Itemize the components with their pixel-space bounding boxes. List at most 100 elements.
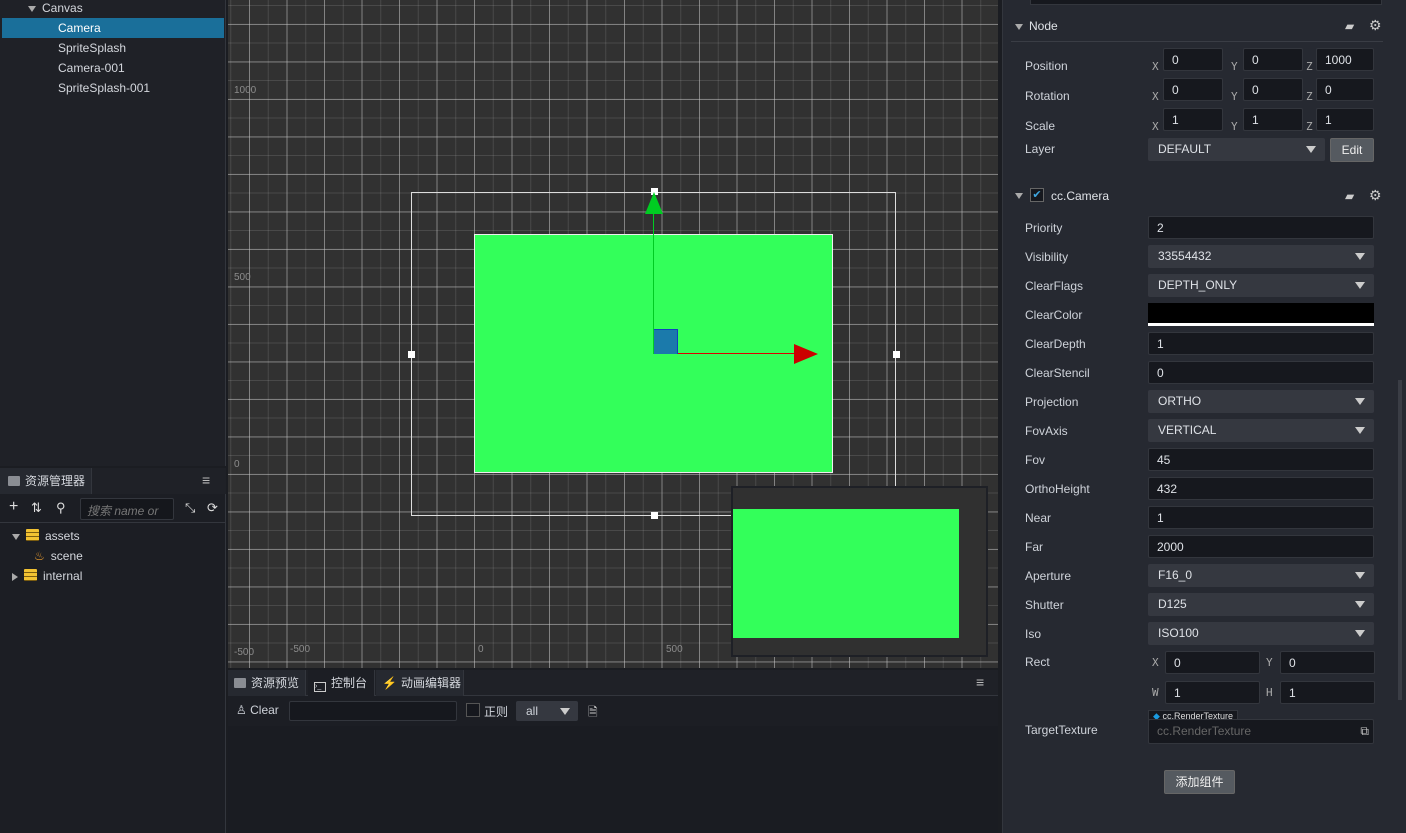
scale-x-input[interactable]: 1: [1163, 108, 1223, 131]
add-component-button[interactable]: 添加组件: [1164, 770, 1235, 794]
camera-section-header[interactable]: [1015, 188, 1029, 202]
orthoheight-input[interactable]: 432: [1148, 477, 1374, 500]
clearstencil-input[interactable]: 0: [1148, 361, 1374, 384]
tab-assets[interactable]: 资源管理器: [0, 468, 92, 494]
scale-z-input[interactable]: 1: [1316, 108, 1374, 131]
asset-item-internal[interactable]: internal: [12, 566, 82, 586]
add-icon[interactable]: +: [9, 498, 19, 515]
iso-select[interactable]: ISO100: [1148, 622, 1374, 645]
database-icon: [24, 569, 37, 581]
fovaxis-select[interactable]: VERTICAL: [1148, 419, 1374, 442]
y-axis-label: -500: [234, 647, 255, 658]
search-input[interactable]: 搜索 name or: [80, 498, 174, 520]
rect-w-input[interactable]: 1: [1165, 681, 1260, 704]
z-axis-label: Z: [1306, 60, 1313, 73]
y-arrow-icon[interactable]: [645, 192, 663, 214]
position-x-input[interactable]: 0: [1163, 48, 1223, 71]
caret-down-icon[interactable]: [1015, 192, 1023, 199]
position-y-input[interactable]: 0: [1243, 48, 1303, 71]
log-level-select[interactable]: all: [516, 701, 578, 721]
gear-icon[interactable]: ⚙: [1369, 187, 1382, 203]
fov-input[interactable]: 45: [1148, 448, 1374, 471]
dropdown-arrow-icon: [1355, 282, 1365, 289]
menu-icon[interactable]: ≡: [202, 472, 211, 488]
refresh-icon[interactable]: ⟳: [207, 500, 218, 515]
database-icon: [26, 529, 39, 541]
caret-down-icon[interactable]: [1015, 23, 1023, 30]
open-log-file-icon[interactable]: 🗎: [588, 705, 598, 719]
x-axis-label: X: [1152, 120, 1159, 133]
resize-handle[interactable]: [408, 351, 415, 358]
filter-input[interactable]: [289, 701, 457, 721]
menu-icon[interactable]: ≡: [976, 674, 985, 690]
far-input[interactable]: 2000: [1148, 535, 1374, 558]
sort-icon[interactable]: ⇅: [31, 500, 42, 515]
z-axis-label: Z: [1306, 120, 1313, 133]
shutter-select[interactable]: D125: [1148, 593, 1374, 616]
x-axis-label: -500: [290, 644, 311, 655]
resize-handle[interactable]: [651, 188, 658, 195]
x-arrow-icon[interactable]: [794, 344, 818, 364]
position-z-input[interactable]: 1000: [1316, 48, 1374, 71]
layer-edit-button[interactable]: Edit: [1330, 138, 1374, 162]
visibility-select[interactable]: 33554432: [1148, 245, 1374, 268]
x-axis-label: 0: [478, 644, 484, 655]
priority-input[interactable]: 2: [1148, 216, 1374, 239]
rotation-z-input[interactable]: 0: [1316, 78, 1374, 101]
asset-picker-icon[interactable]: ⧉: [1360, 724, 1369, 738]
rotation-x-input[interactable]: 0: [1163, 78, 1223, 101]
tab-console[interactable]: ›_ 控制台: [308, 670, 375, 696]
clearflags-select[interactable]: DEPTH_ONLY: [1148, 274, 1374, 297]
asset-item-assets[interactable]: assets: [12, 526, 80, 546]
rect-y-input[interactable]: 0: [1280, 651, 1375, 674]
tree-item-canvas[interactable]: Canvas: [28, 0, 83, 18]
clearcolor-swatch[interactable]: [1148, 303, 1374, 326]
caret-down-icon[interactable]: [28, 5, 36, 12]
y-axis-gizmo[interactable]: [653, 210, 654, 354]
shutter-label: Shutter: [1025, 598, 1064, 612]
collapse-icon[interactable]: ⤡: [185, 500, 196, 515]
visibility-label: Visibility: [1025, 250, 1069, 264]
broom-icon: ♙: [236, 703, 247, 717]
tree-item-camera[interactable]: Camera: [2, 18, 224, 38]
resize-handle[interactable]: [651, 512, 658, 519]
projection-select[interactable]: ORTHO: [1148, 390, 1374, 413]
target-texture-field[interactable]: cc.RenderTexture ⧉: [1148, 719, 1374, 744]
gear-icon[interactable]: ⚙: [1369, 17, 1382, 33]
dropdown-arrow-icon: [1355, 601, 1365, 608]
caret-right-icon[interactable]: [12, 572, 18, 581]
xy-plane-handle[interactable]: [654, 329, 678, 354]
search-filter-icon[interactable]: ⚲: [56, 500, 66, 515]
regex-checkbox[interactable]: [466, 703, 480, 717]
tab-asset-preview[interactable]: 资源预览: [228, 670, 306, 696]
x-axis-label: 500: [666, 644, 683, 655]
x-axis-gizmo[interactable]: [654, 353, 794, 354]
caret-down-icon[interactable]: [12, 533, 20, 540]
asset-item-scene[interactable]: ♨ scene: [34, 549, 83, 563]
tree-item-spritesplash-001[interactable]: SpriteSplash-001: [58, 81, 151, 95]
rect-x-input[interactable]: 0: [1165, 651, 1260, 674]
rotation-y-input[interactable]: 0: [1243, 78, 1303, 101]
scrollbar[interactable]: [1398, 380, 1402, 700]
aperture-select[interactable]: F16_0: [1148, 564, 1374, 587]
near-input[interactable]: 1: [1148, 506, 1374, 529]
scale-y-input[interactable]: 1: [1243, 108, 1303, 131]
help-book-icon[interactable]: ▰: [1345, 189, 1355, 203]
scale-label: Scale: [1025, 119, 1056, 133]
camera-enabled-checkbox[interactable]: ✔: [1030, 188, 1044, 202]
help-book-icon[interactable]: ▰: [1345, 19, 1355, 33]
clear-button[interactable]: ♙ Clear: [236, 703, 279, 717]
scene-view[interactable]: 1000 500 0 -500 -500 0 500: [228, 0, 998, 668]
rect-h-input[interactable]: 1: [1280, 681, 1375, 704]
folder-icon: [8, 476, 20, 486]
cleardepth-input[interactable]: 1: [1148, 332, 1374, 355]
terminal-icon: ›_: [314, 682, 326, 692]
tab-animation-editor[interactable]: ⚡ 动画编辑器: [376, 670, 464, 696]
dropdown-arrow-icon: [560, 708, 570, 715]
tree-item-spritesplash[interactable]: SpriteSplash: [58, 41, 127, 55]
layer-select[interactable]: DEFAULT: [1148, 138, 1325, 161]
node-section-header[interactable]: Node: [1015, 19, 1058, 33]
resize-handle[interactable]: [893, 351, 900, 358]
tree-item-camera-001[interactable]: Camera-001: [58, 61, 125, 75]
console-panel: 资源预览 ›_ 控制台 ⚡ 动画编辑器 ≡ ♙ Clear 正则 all 🗎: [228, 670, 998, 833]
